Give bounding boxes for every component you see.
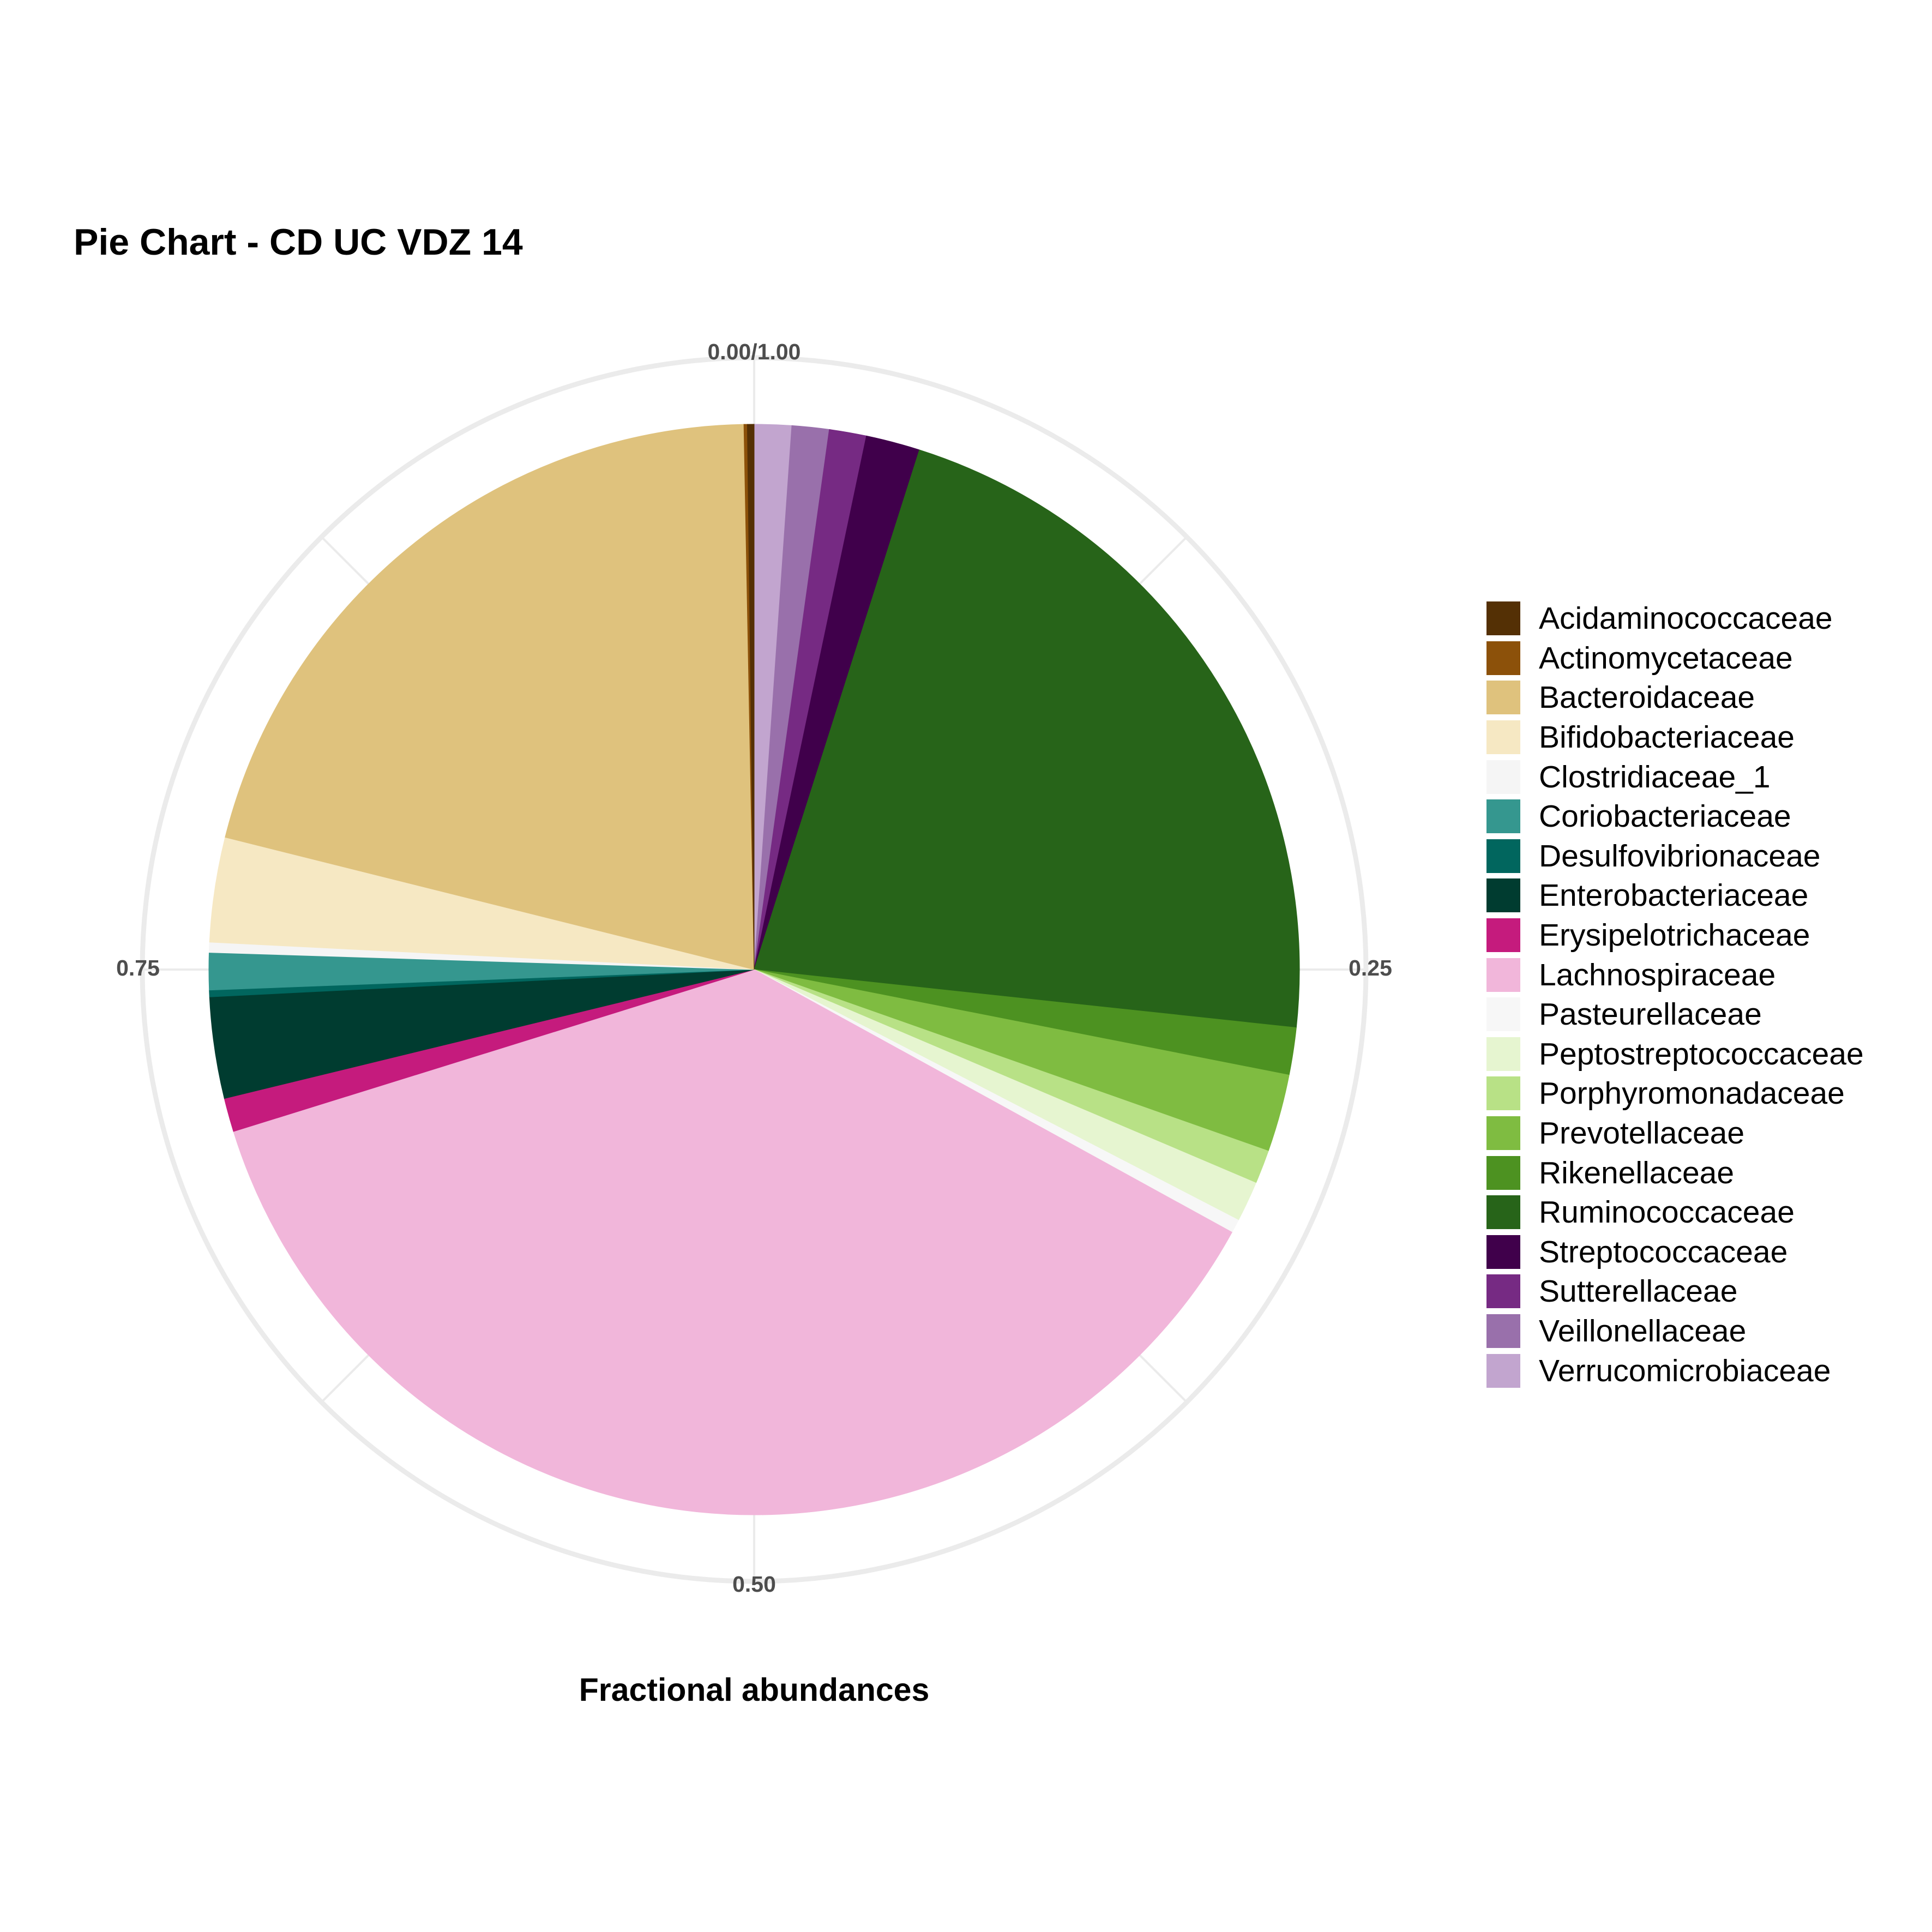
x-axis-label: Fractional abundances <box>579 1672 930 1708</box>
legend-label: Rikenellaceae <box>1539 1155 1735 1190</box>
legend-item-actinomycetaceae: Actinomycetaceae <box>1486 639 1864 678</box>
legend-item-bacteroidaceae: Bacteroidaceae <box>1486 678 1864 718</box>
legend-key-swatch <box>1486 1195 1520 1230</box>
tick-label-0-50: 0.50 <box>732 1572 776 1597</box>
pie-slice-bacteroidaceae <box>225 424 755 970</box>
legend-key-swatch <box>1486 760 1520 794</box>
legend-item-rikenellaceae: Rikenellaceae <box>1486 1153 1864 1193</box>
legend: Acidaminococcaceae Actinomycetaceae Bacter… <box>1486 599 1864 1391</box>
legend-item-prevotellaceae: Prevotellaceae <box>1486 1114 1864 1153</box>
tick-label-0-25: 0.25 <box>1349 955 1392 980</box>
tick-label-0-75: 0.75 <box>116 955 160 980</box>
legend-item-porphyromonadaceae: Porphyromonadaceae <box>1486 1074 1864 1114</box>
legend-item-streptococcaceae: Streptococcaceae <box>1486 1232 1864 1272</box>
tick-label-0-00-1-00: 0.00/1.00 <box>708 339 801 364</box>
legend-key-swatch <box>1486 1353 1520 1388</box>
legend-label: Prevotellaceae <box>1539 1116 1745 1151</box>
legend-item-verrucomicrobiaceae: Verrucomicrobiaceae <box>1486 1351 1864 1391</box>
legend-item-clostridiaceae-1: Clostridiaceae_1 <box>1486 757 1864 797</box>
legend-key-swatch <box>1486 839 1520 873</box>
legend-label: Lachnospiraceae <box>1539 957 1776 992</box>
legend-item-veillonellaceae: Veillonellaceae <box>1486 1311 1864 1351</box>
legend-label: Coriobacteriaceae <box>1539 799 1791 834</box>
legend-item-lachnospiraceae: Lachnospiraceae <box>1486 955 1864 995</box>
legend-key-swatch <box>1486 641 1520 675</box>
legend-key-swatch <box>1486 918 1520 953</box>
legend-item-enterobacteriaceae: Enterobacteriaceae <box>1486 876 1864 916</box>
legend-key-swatch <box>1486 997 1520 1032</box>
legend-label: Bacteroidaceae <box>1539 680 1755 715</box>
legend-key-swatch <box>1486 720 1520 755</box>
legend-key-swatch <box>1486 1314 1520 1348</box>
legend-label: Ruminococcaceae <box>1539 1195 1795 1230</box>
angle-ticks: 0.00/1.00 0.25 0.50 0.75 <box>116 339 1392 1597</box>
legend-item-coriobacteriaceae: Coriobacteriaceae <box>1486 797 1864 836</box>
chart-title: Pie Chart - CD UC VDZ 14 <box>74 221 523 263</box>
legend-label: Enterobacteriaceae <box>1539 878 1809 913</box>
legend-item-peptostreptococcaceae: Peptostreptococcaceae <box>1486 1034 1864 1074</box>
legend-label: Pasteurellaceae <box>1539 997 1762 1032</box>
legend-item-pasteurellaceae: Pasteurellaceae <box>1486 995 1864 1034</box>
legend-item-acidaminococcaceae: Acidaminococcaceae <box>1486 599 1864 639</box>
legend-label: Streptococcaceae <box>1539 1234 1788 1269</box>
legend-label: Erysipelotrichaceae <box>1539 918 1810 953</box>
pie-slice-ruminococcaceae <box>754 449 1300 1028</box>
legend-label: Sutterellaceae <box>1539 1274 1738 1309</box>
legend-item-desulfovibrionaceae: Desulfovibrionaceae <box>1486 836 1864 876</box>
legend-key-swatch <box>1486 1037 1520 1071</box>
legend-key-swatch <box>1486 1076 1520 1111</box>
legend-label: Peptostreptococcaceae <box>1539 1036 1864 1072</box>
pie-slices <box>208 424 1300 1515</box>
legend-label: Desulfovibrionaceae <box>1539 838 1821 874</box>
legend-label: Verrucomicrobiaceae <box>1539 1353 1831 1388</box>
legend-key-swatch <box>1486 1155 1520 1190</box>
legend-item-ruminococcaceae: Ruminococcaceae <box>1486 1193 1864 1232</box>
legend-item-sutterellaceae: Sutterellaceae <box>1486 1272 1864 1311</box>
legend-label: Porphyromonadaceae <box>1539 1076 1845 1111</box>
pie-slice-acidaminococcaceae <box>747 424 755 970</box>
legend-label: Veillonellaceae <box>1539 1313 1747 1349</box>
legend-key-swatch <box>1486 601 1520 636</box>
legend-key-swatch <box>1486 799 1520 834</box>
legend-label: Actinomycetaceae <box>1539 640 1793 676</box>
legend-key-swatch <box>1486 1274 1520 1309</box>
legend-label: Clostridiaceae_1 <box>1539 759 1771 795</box>
legend-key-swatch <box>1486 1116 1520 1151</box>
legend-item-erysipelotrichaceae: Erysipelotrichaceae <box>1486 916 1864 955</box>
legend-key-swatch <box>1486 958 1520 992</box>
pie-slice-lachnospiraceae <box>233 969 1232 1515</box>
legend-label: Acidaminococcaceae <box>1539 601 1833 636</box>
legend-item-bifidobacteriaceae: Bifidobacteriaceae <box>1486 718 1864 757</box>
legend-key-swatch <box>1486 681 1520 715</box>
legend-key-swatch <box>1486 1235 1520 1269</box>
legend-label: Bifidobacteriaceae <box>1539 720 1795 755</box>
legend-key-swatch <box>1486 878 1520 913</box>
